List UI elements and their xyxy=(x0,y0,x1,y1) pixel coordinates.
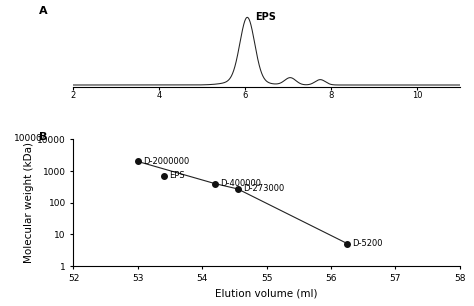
Text: D-273000: D-273000 xyxy=(243,185,284,193)
Point xyxy=(134,159,142,164)
X-axis label: Elution volume (ml): Elution volume (ml) xyxy=(215,289,318,298)
Text: B: B xyxy=(39,132,47,142)
Text: EPS: EPS xyxy=(255,12,276,22)
Point xyxy=(160,174,167,178)
Text: 10000: 10000 xyxy=(14,134,42,143)
Point xyxy=(234,186,241,191)
Text: D-5200: D-5200 xyxy=(352,239,383,248)
Text: A: A xyxy=(39,6,47,16)
Point xyxy=(211,181,219,186)
Text: EPS: EPS xyxy=(169,171,184,181)
Text: D-2000000: D-2000000 xyxy=(143,157,189,166)
Text: D-400000: D-400000 xyxy=(220,179,261,188)
Point xyxy=(343,241,351,246)
Y-axis label: Molecular weight (kDa): Molecular weight (kDa) xyxy=(24,142,34,263)
